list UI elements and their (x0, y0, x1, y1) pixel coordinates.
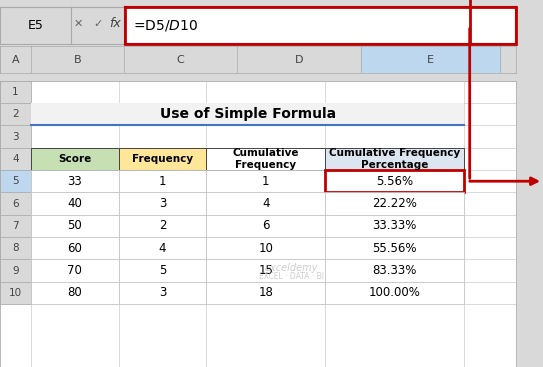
Bar (31, 259, 118, 282)
Text: E: E (427, 55, 434, 65)
Text: 10: 10 (258, 242, 273, 255)
Text: 4: 4 (159, 242, 166, 255)
Text: 80: 80 (67, 286, 82, 299)
Text: 1: 1 (159, 175, 166, 188)
Bar (206, 192, 325, 215)
Text: 1: 1 (12, 87, 19, 97)
Text: Cumulative Frequency
Percentage: Cumulative Frequency Percentage (329, 148, 460, 170)
Bar (325, 170, 464, 192)
Text: 83.33%: 83.33% (372, 264, 417, 277)
Bar (0, 192, 31, 215)
Text: 5.56%: 5.56% (376, 175, 413, 188)
Text: ✕: ✕ (74, 19, 84, 29)
Text: 4: 4 (12, 154, 19, 164)
Text: 10: 10 (9, 288, 22, 298)
Bar (361, 46, 501, 73)
Bar (31, 215, 118, 237)
Text: 55.56%: 55.56% (372, 242, 417, 255)
Bar (0, 170, 31, 192)
Bar (206, 215, 325, 237)
Bar (119, 282, 206, 304)
Bar (206, 237, 325, 259)
Bar (325, 192, 464, 215)
Bar (31, 148, 118, 170)
Bar (0, 148, 31, 170)
Text: fx: fx (109, 17, 121, 30)
Bar (31, 103, 464, 126)
Text: =D5/$D$10: =D5/$D$10 (132, 18, 198, 33)
Text: 6: 6 (262, 219, 269, 232)
Text: 33.33%: 33.33% (372, 219, 417, 232)
Text: 5: 5 (159, 264, 166, 277)
Bar (206, 170, 325, 192)
Text: 2: 2 (159, 219, 166, 232)
Bar (0, 215, 31, 237)
Text: 18: 18 (258, 286, 273, 299)
Text: 100.00%: 100.00% (369, 286, 421, 299)
Text: 33: 33 (67, 175, 82, 188)
Bar (119, 259, 206, 282)
Text: B: B (73, 55, 81, 65)
Bar (119, 237, 206, 259)
Bar (119, 170, 206, 192)
Text: 3: 3 (12, 131, 19, 142)
Text: 3: 3 (159, 197, 166, 210)
Text: 60: 60 (67, 242, 82, 255)
Bar (0, 46, 31, 73)
Text: 1: 1 (262, 175, 269, 188)
Bar (206, 148, 325, 170)
Bar (119, 215, 206, 237)
Bar (206, 282, 325, 304)
Bar (31, 237, 118, 259)
Text: ✓: ✓ (93, 19, 103, 29)
Bar (325, 237, 464, 259)
Text: 5: 5 (12, 176, 19, 186)
Text: 15: 15 (258, 264, 273, 277)
Bar (119, 192, 206, 215)
Bar (325, 148, 464, 170)
Text: Frequency: Frequency (132, 154, 193, 164)
Bar (0, 103, 31, 126)
Text: 6: 6 (12, 199, 19, 208)
Bar (31, 282, 118, 304)
Text: 8: 8 (12, 243, 19, 253)
Bar (31, 170, 118, 192)
Bar (0, 237, 31, 259)
Text: D: D (295, 55, 304, 65)
Bar (31, 192, 118, 215)
Text: 22.22%: 22.22% (372, 197, 417, 210)
Bar (325, 215, 464, 237)
Text: 70: 70 (67, 264, 82, 277)
Text: EXCEL · DATA · BI: EXCEL · DATA · BI (259, 272, 324, 281)
Text: E5: E5 (27, 19, 43, 32)
Text: C: C (176, 55, 185, 65)
Text: A: A (11, 55, 20, 65)
Text: exceldemy: exceldemy (265, 263, 318, 273)
Text: 50: 50 (67, 219, 82, 232)
Text: 4: 4 (262, 197, 269, 210)
Text: Cumulative
Frequency: Cumulative Frequency (232, 148, 299, 170)
Bar (0, 282, 31, 304)
Text: 7: 7 (12, 221, 19, 231)
Text: 2: 2 (12, 109, 19, 119)
Text: Score: Score (58, 154, 91, 164)
Bar (0, 81, 31, 103)
Bar (0, 126, 31, 148)
Bar (325, 282, 464, 304)
Bar (206, 259, 325, 282)
Bar (325, 259, 464, 282)
Bar (119, 148, 206, 170)
Text: 40: 40 (67, 197, 82, 210)
Text: 9: 9 (12, 266, 19, 276)
Text: 3: 3 (159, 286, 166, 299)
Text: Use of Simple Formula: Use of Simple Formula (160, 107, 336, 121)
Bar (0, 259, 31, 282)
